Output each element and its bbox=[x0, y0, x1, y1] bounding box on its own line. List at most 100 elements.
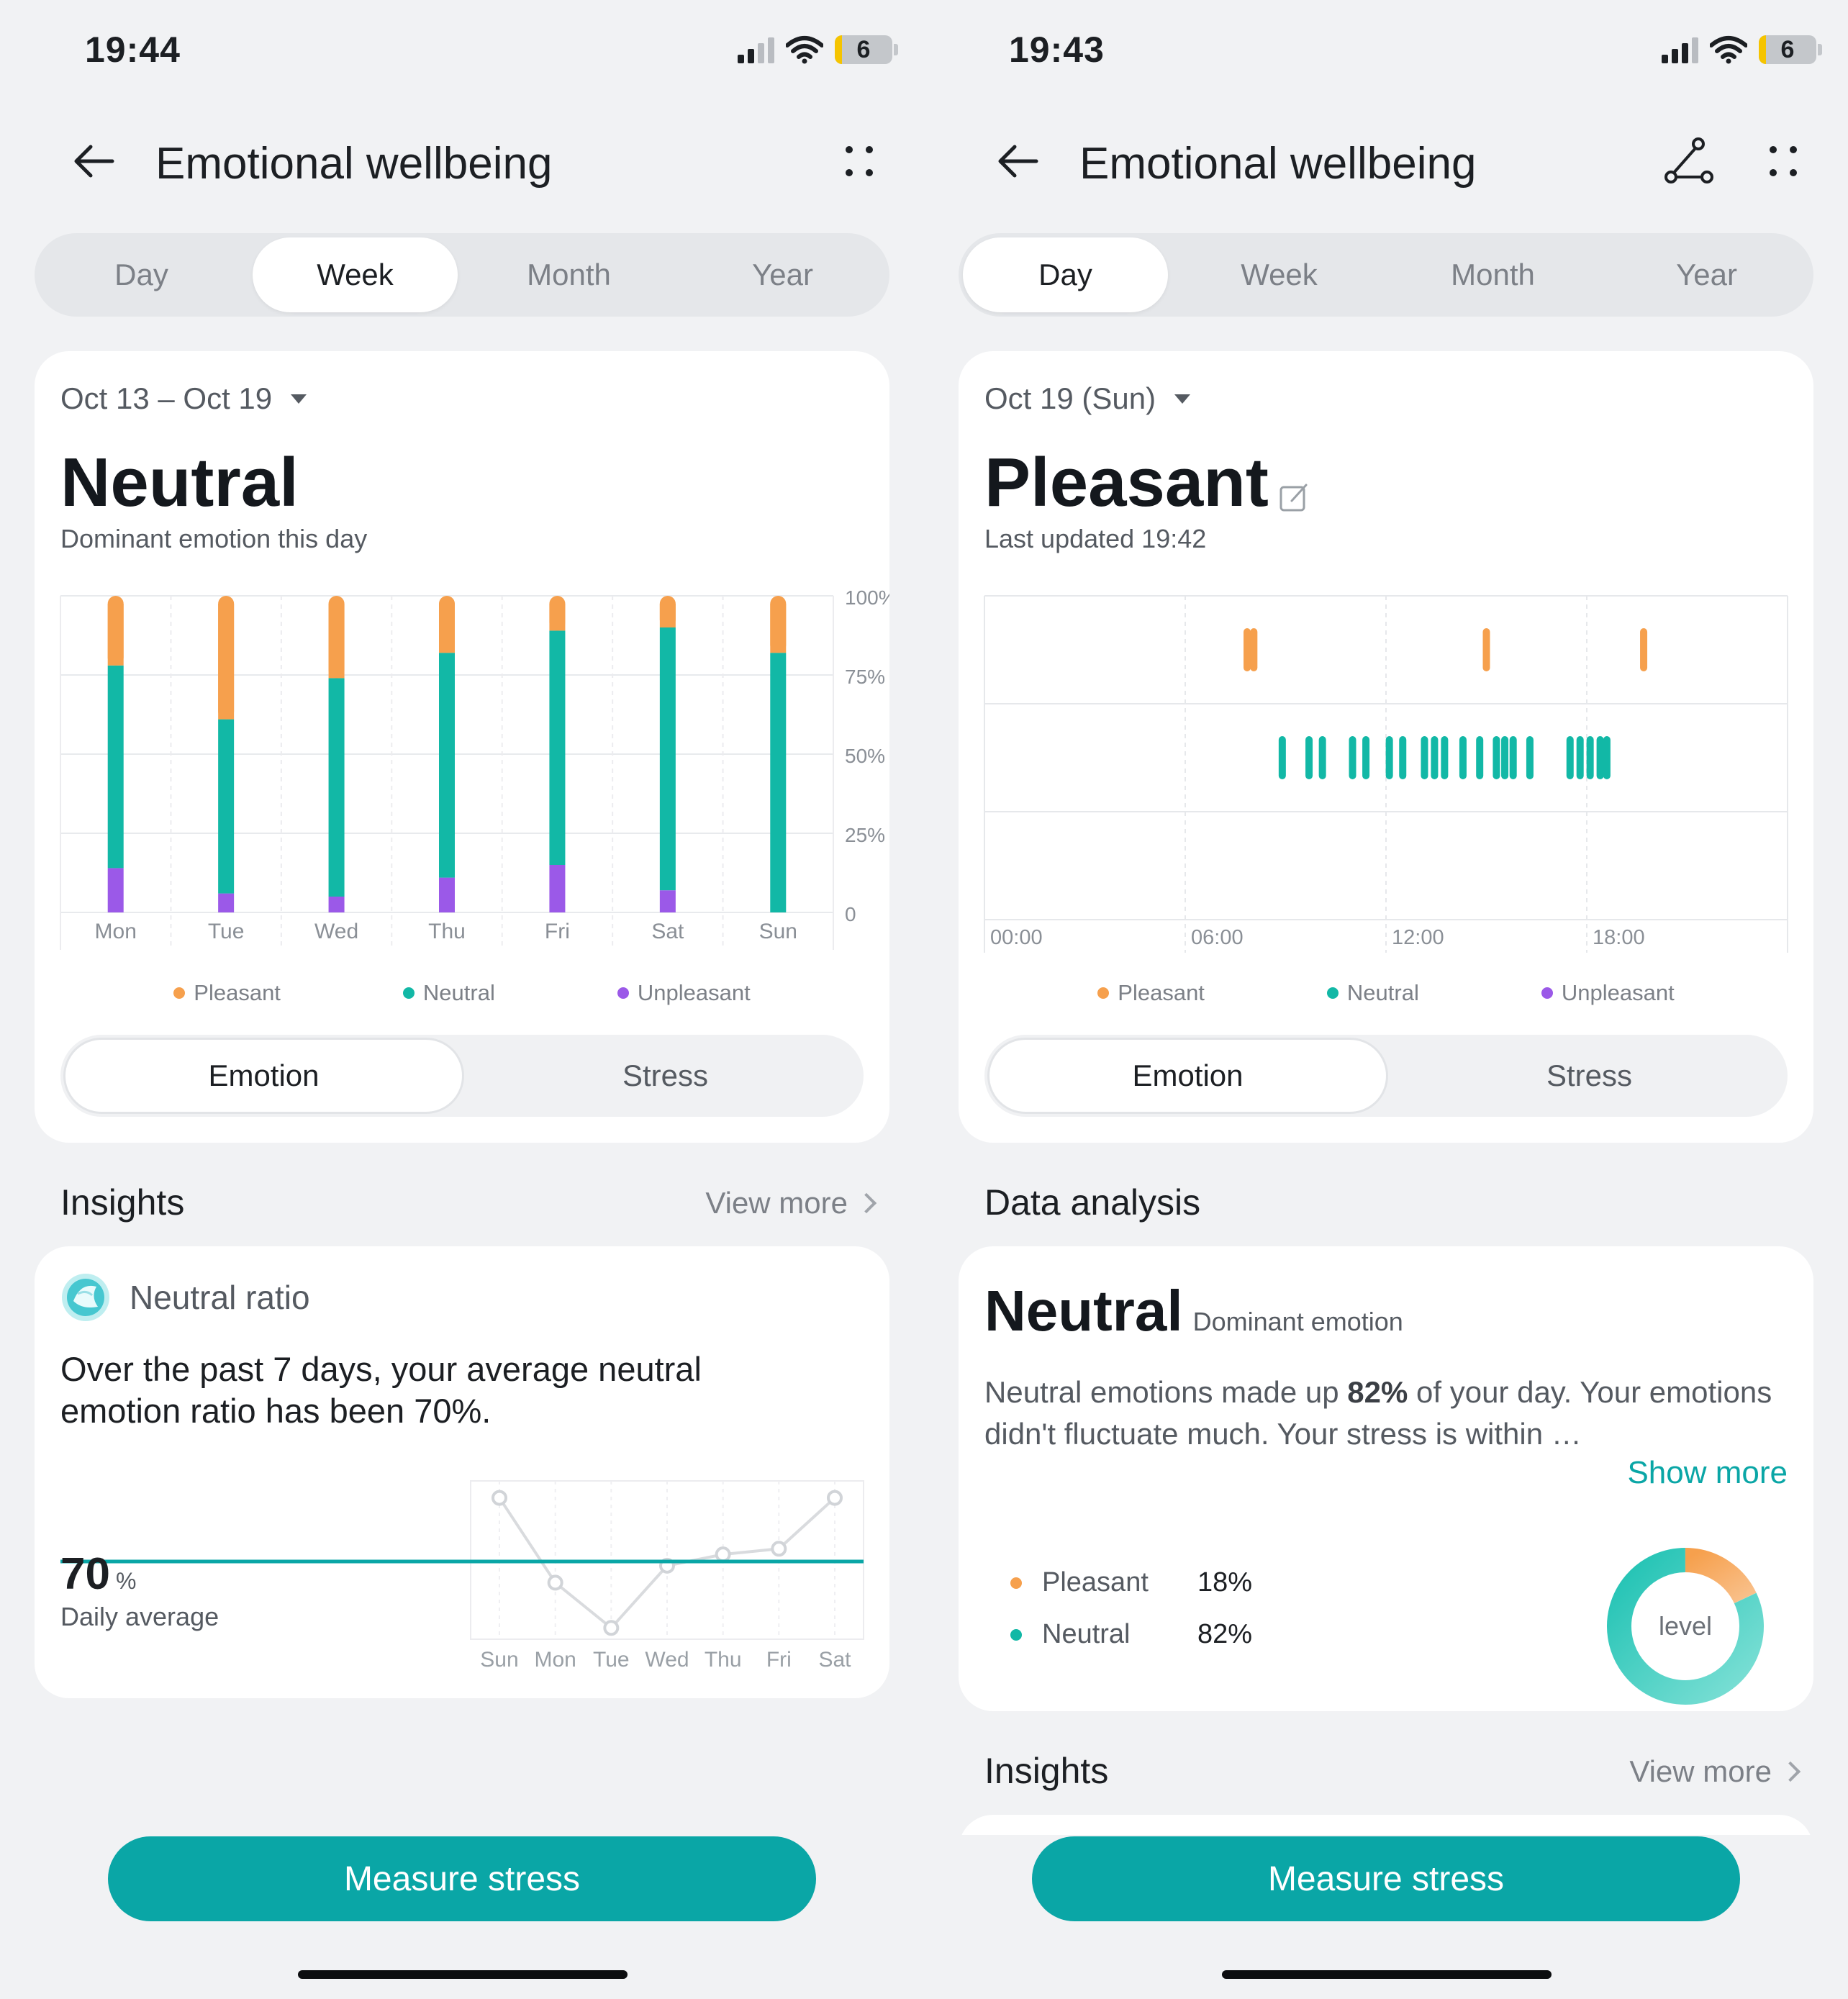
battery-icon: 6 bbox=[1759, 35, 1816, 64]
emotion-stress-toggle: Emotion Stress bbox=[60, 1035, 864, 1117]
legend-pleasant: Pleasant bbox=[1097, 980, 1205, 1006]
bar-neutral-tue bbox=[218, 719, 235, 894]
daily-average-value: 70% bbox=[60, 1549, 136, 1600]
daily-emotion-card: Oct 19 (Sun) Pleasant Last updated 19:42… bbox=[959, 351, 1813, 1143]
x-tick-label: Tue bbox=[208, 920, 245, 943]
x-tick-label: 00:00 bbox=[990, 926, 1043, 949]
legend-unpleasant: Unpleasant bbox=[1541, 980, 1675, 1006]
toggle-emotion[interactable]: Emotion bbox=[987, 1038, 1388, 1114]
analysis-emotion-caption: Dominant emotion bbox=[1192, 1307, 1403, 1336]
view-more-link[interactable]: View more bbox=[705, 1186, 877, 1220]
toggle-stress[interactable]: Stress bbox=[1546, 1059, 1633, 1092]
bar-pleasant-fill bbox=[770, 604, 787, 653]
pleasant-percent: 18% bbox=[1197, 1567, 1253, 1597]
show-more-link[interactable]: Show more bbox=[1627, 1455, 1788, 1490]
analysis-text-percent: 82% bbox=[1347, 1375, 1408, 1409]
x-tick-label: Fri bbox=[545, 920, 570, 943]
caret-down-icon bbox=[1174, 394, 1191, 404]
tab-month[interactable]: Month bbox=[1451, 258, 1535, 291]
tab-year[interactable]: Year bbox=[1676, 258, 1737, 291]
toggle-emotion[interactable]: Emotion bbox=[63, 1038, 464, 1114]
dominant-emotion: Neutral bbox=[60, 443, 299, 522]
more-dots-icon[interactable] bbox=[1754, 132, 1812, 190]
tab-month[interactable]: Month bbox=[527, 258, 611, 291]
event-mark-neutral bbox=[1459, 736, 1467, 779]
analysis-text-start: Neutral emotions made up bbox=[984, 1375, 1348, 1409]
ratio-point bbox=[827, 1490, 843, 1506]
tab-week[interactable]: Week bbox=[1241, 258, 1318, 291]
event-mark-neutral bbox=[1586, 736, 1594, 779]
bar-pleasant-fill bbox=[439, 604, 455, 653]
view-more-label: View more bbox=[705, 1186, 848, 1220]
toggle-stress[interactable]: Stress bbox=[622, 1059, 709, 1092]
edit-icon[interactable] bbox=[1279, 482, 1309, 512]
share-icon[interactable] bbox=[1661, 132, 1718, 190]
arrow-left-icon[interactable] bbox=[66, 132, 124, 190]
donut-slice-neutral bbox=[1607, 1548, 1764, 1705]
battery-icon: 6 bbox=[835, 35, 892, 64]
date-selector[interactable]: Oct 19 (Sun) bbox=[984, 381, 1191, 416]
x-tick-label: Sun bbox=[759, 920, 797, 943]
donut-slice-pleasant bbox=[1685, 1548, 1757, 1604]
pleasant-percent-row: Pleasant 18% bbox=[1010, 1567, 1252, 1598]
date-range: Oct 13 – Oct 19 bbox=[60, 381, 273, 415]
bar-unpleasant-sat bbox=[659, 890, 676, 912]
bar-neutral-wed bbox=[328, 678, 345, 897]
neutral-percent-row: Neutral 82% bbox=[1010, 1619, 1252, 1650]
date-selector[interactable]: Oct 13 – Oct 19 bbox=[60, 381, 307, 416]
neutral-dot bbox=[402, 987, 415, 999]
neutral-label: Neutral bbox=[1042, 1619, 1131, 1649]
pleasant-dot bbox=[173, 987, 186, 999]
daily-average-label: Daily average bbox=[60, 1602, 219, 1631]
donut-label: level bbox=[1659, 1611, 1712, 1641]
tab-day[interactable]: Day bbox=[963, 237, 1168, 312]
top-bar: Emotional wellbeing bbox=[0, 122, 924, 194]
more-dots-icon[interactable] bbox=[830, 132, 888, 190]
legend-pleasant: Pleasant bbox=[173, 980, 281, 1006]
wifi-icon bbox=[1710, 36, 1747, 64]
legend-unpleasant: Unpleasant bbox=[617, 980, 751, 1006]
event-mark-neutral bbox=[1421, 736, 1428, 779]
legend-neutral: Neutral bbox=[1326, 980, 1419, 1006]
data-analysis-card: Neutral Dominant emotion Neutral emotion… bbox=[959, 1246, 1813, 1711]
view-more-link[interactable]: View more bbox=[1629, 1754, 1801, 1789]
event-mark-neutral bbox=[1399, 736, 1407, 779]
event-mark-neutral bbox=[1305, 736, 1313, 779]
cellular-signal-icon bbox=[738, 36, 774, 63]
legend-neutral-label: Neutral bbox=[422, 980, 495, 1005]
chevron-right-icon bbox=[1780, 1761, 1801, 1782]
legend-unpleasant-label: Unpleasant bbox=[1561, 980, 1675, 1005]
cellular-signal-icon bbox=[1662, 36, 1698, 63]
neutral-dot bbox=[1326, 987, 1339, 999]
x-tick-label: Thu bbox=[428, 920, 466, 943]
bar-neutral-thu bbox=[439, 653, 455, 878]
tab-day[interactable]: Day bbox=[114, 258, 168, 291]
x-tick-label: Sat bbox=[818, 1648, 851, 1672]
legend-pleasant-label: Pleasant bbox=[1118, 980, 1205, 1005]
x-tick-label: Sat bbox=[651, 920, 684, 943]
analysis-text-end: of your day. Your emotions didn't fluctu… bbox=[984, 1375, 1772, 1451]
average-number: 70 bbox=[60, 1549, 110, 1599]
insights-title: Insights bbox=[60, 1182, 185, 1223]
tab-week[interactable]: Week bbox=[253, 237, 458, 312]
y-tick-label: 25% bbox=[845, 824, 885, 846]
unpleasant-dot bbox=[1541, 987, 1553, 999]
page-title: Emotional wellbeing bbox=[155, 139, 553, 189]
arrow-left-icon[interactable] bbox=[990, 132, 1048, 190]
event-mark-neutral bbox=[1576, 736, 1584, 779]
x-tick-label: Tue bbox=[593, 1648, 630, 1672]
legend-neutral-label: Neutral bbox=[1346, 980, 1419, 1005]
weekly-emotion-card: Oct 13 – Oct 19 Neutral Dominant emotion… bbox=[35, 351, 889, 1143]
home-indicator[interactable] bbox=[1222, 1970, 1552, 1979]
measure-stress-button[interactable]: Measure stress bbox=[1032, 1836, 1740, 1921]
analysis-heading: Neutral Dominant emotion bbox=[984, 1278, 1403, 1344]
legend-unpleasant-label: Unpleasant bbox=[637, 980, 751, 1005]
measure-stress-button[interactable]: Measure stress bbox=[108, 1836, 816, 1921]
daily-emotion-timeline-chart: 00:00 06:00 12:00 18:00 bbox=[984, 595, 1788, 953]
x-tick-label: Fri bbox=[766, 1648, 792, 1672]
tab-year[interactable]: Year bbox=[752, 258, 813, 291]
current-emotion: Pleasant bbox=[984, 443, 1309, 522]
neutral-ratio-card[interactable]: Neutral ratio Over the past 7 days, your… bbox=[35, 1246, 889, 1698]
home-indicator[interactable] bbox=[298, 1970, 628, 1979]
pleasant-dot bbox=[1097, 987, 1110, 999]
